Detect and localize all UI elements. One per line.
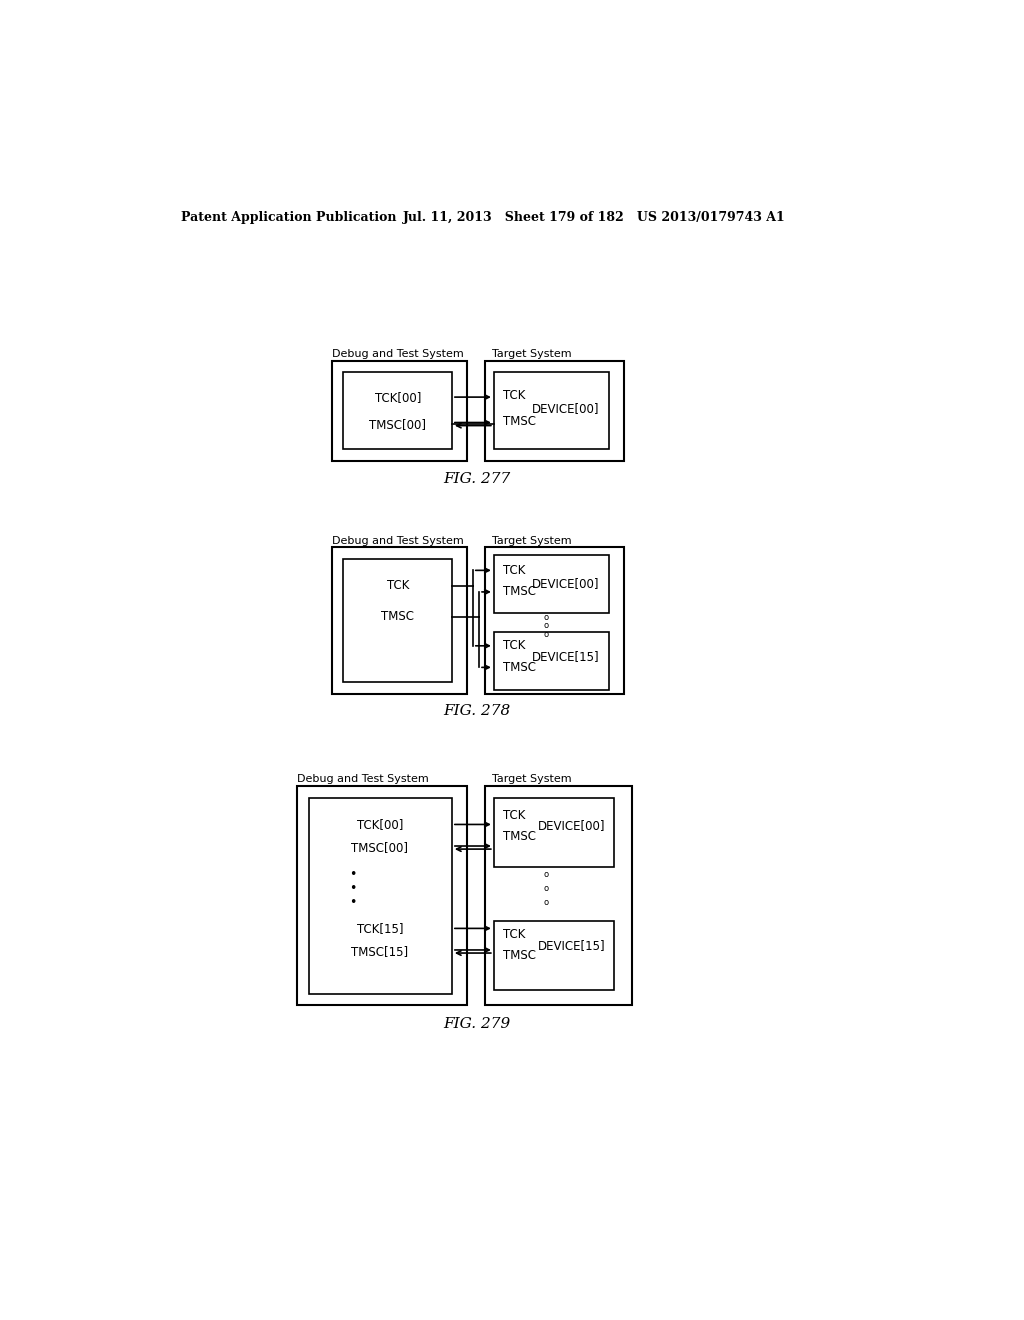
Bar [484,360,624,461]
Text: TCK: TCK [386,579,409,593]
Text: Debug and Test System: Debug and Test System [332,536,464,545]
Bar [343,558,452,682]
Text: o: o [544,870,549,879]
Text: TMSC[00]: TMSC[00] [351,841,409,854]
Text: TCK: TCK [503,928,525,941]
Text: DEVICE[00]: DEVICE[00] [532,577,600,590]
Bar [494,797,614,867]
Text: o: o [544,612,549,622]
Text: o: o [544,884,549,892]
Text: Target System: Target System [493,536,571,545]
Text: o: o [544,630,549,639]
Bar [484,548,624,693]
Bar [332,360,467,461]
Text: •: • [349,869,356,880]
Text: Patent Application Publication: Patent Application Publication [180,211,396,224]
Text: Jul. 11, 2013   Sheet 179 of 182   US 2013/0179743 A1: Jul. 11, 2013 Sheet 179 of 182 US 2013/0… [403,211,785,224]
Text: TMSC[00]: TMSC[00] [370,417,426,430]
Text: TMSC: TMSC [503,829,537,842]
Text: TCK: TCK [503,809,525,822]
Text: DEVICE[15]: DEVICE[15] [532,649,600,663]
Text: •: • [349,882,356,895]
Text: TCK[15]: TCK[15] [356,921,403,935]
Bar [484,785,632,1006]
Text: FIG. 277: FIG. 277 [443,471,510,486]
Bar [297,785,467,1006]
Text: TMSC: TMSC [503,949,537,962]
Text: TCK[00]: TCK[00] [375,391,421,404]
Text: •: • [349,896,356,908]
Text: TMSC: TMSC [503,585,537,598]
Bar [308,797,452,994]
Text: DEVICE[00]: DEVICE[00] [532,403,600,416]
Text: TMSC: TMSC [503,661,537,675]
Bar [494,554,608,612]
Text: Debug and Test System: Debug and Test System [297,775,429,784]
Text: Target System: Target System [493,775,571,784]
Text: FIG. 278: FIG. 278 [443,704,510,718]
Text: o: o [544,898,549,907]
Text: TCK: TCK [503,639,525,652]
Text: TCK[00]: TCK[00] [356,818,403,832]
Bar [343,372,452,449]
Text: TMSC: TMSC [381,610,414,623]
Bar [494,372,608,449]
Text: DEVICE[00]: DEVICE[00] [538,820,605,833]
Bar [494,632,608,689]
Bar [332,548,467,693]
Text: Debug and Test System: Debug and Test System [332,350,464,359]
Text: TMSC: TMSC [503,416,537,428]
Bar [494,921,614,990]
Text: TCK: TCK [503,564,525,577]
Text: TCK: TCK [503,389,525,403]
Text: Target System: Target System [493,350,571,359]
Text: o: o [544,622,549,630]
Text: DEVICE[15]: DEVICE[15] [538,939,605,952]
Text: TMSC[15]: TMSC[15] [351,945,409,958]
Text: FIG. 279: FIG. 279 [443,1016,510,1031]
